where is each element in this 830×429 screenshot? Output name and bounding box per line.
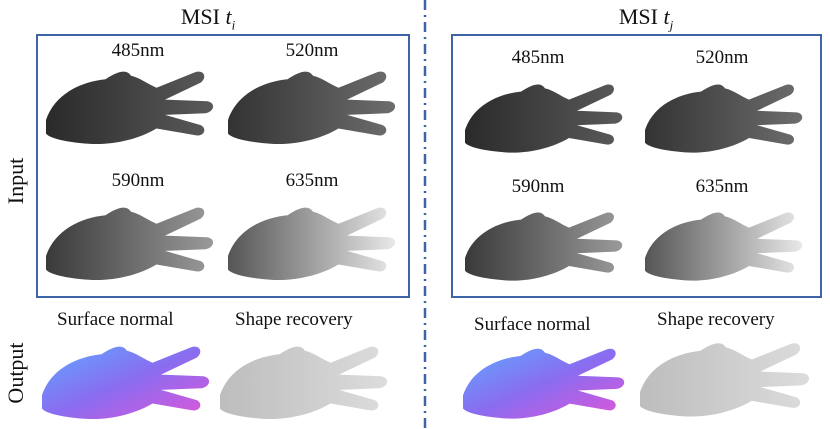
wavelength-label: 590nm [111,170,165,191]
hand-image-635nm [228,207,396,281]
output-label-normal: Surface normal [474,314,591,335]
column-title-right: MSI tj [586,4,706,33]
hand-image-635nm [645,212,803,281]
wavelength-label: 485nm [111,40,165,61]
wavelength-label: 635nm [285,170,339,191]
wavelength-label: 520nm [285,40,339,61]
wavelength-label: 485nm [511,47,565,68]
title-prefix: MSI [180,4,220,29]
surface-normal-image [42,346,210,420]
row-label-input: Input [3,157,28,205]
hand-image-590nm [465,212,623,281]
shape-recovery-image [640,343,810,417]
column-divider [423,0,427,429]
title-prefix: MSI [618,4,658,29]
wavelength-label: 590nm [511,176,565,197]
title-variable: t [663,4,670,29]
hand-image-520nm [228,71,396,145]
hand-image-520nm [645,84,803,153]
title-subscript: i [231,17,236,33]
wavelength-label: 635nm [695,176,749,197]
input-frame-left [36,34,410,298]
row-label-output: Output [3,342,28,404]
shape-recovery-image [220,346,388,420]
hand-image-485nm [465,84,623,153]
hand-image-485nm [46,71,214,145]
output-label-normal: Surface normal [57,309,174,330]
title-subscript: j [669,17,674,33]
surface-normal-image [463,348,625,419]
hand-image-590nm [46,207,214,281]
wavelength-label: 520nm [695,47,749,68]
output-label-shape: Shape recovery [657,309,775,330]
title-variable: t [225,4,232,29]
column-title-left: MSI ti [148,4,268,33]
output-label-shape: Shape recovery [235,309,353,330]
input-frame-right [451,34,822,298]
